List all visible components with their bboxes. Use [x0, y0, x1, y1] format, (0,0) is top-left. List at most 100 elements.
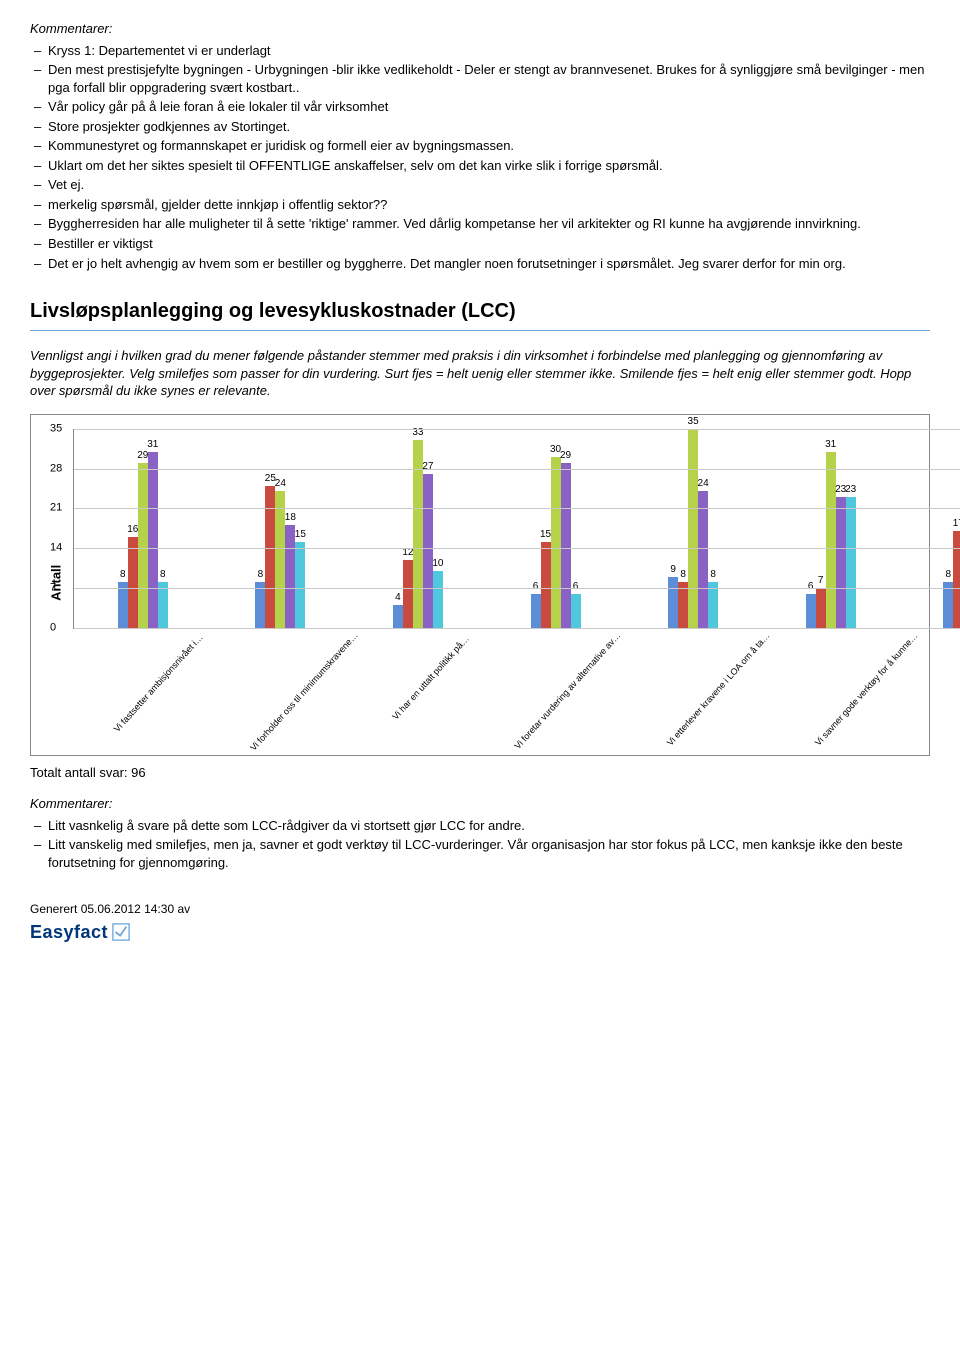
comments-heading-2: Kommentarer:	[30, 795, 930, 813]
bar-value-label: 10	[432, 557, 443, 571]
bar-value-label: 24	[275, 477, 286, 491]
bar: 8	[255, 582, 265, 627]
comment-item: Litt vasnkelig å svare på dette som LCC-…	[30, 817, 930, 835]
bar-value-label: 8	[680, 568, 686, 582]
bar-value-label: 9	[670, 563, 676, 577]
bar-value-label: 8	[160, 568, 166, 582]
comment-item: Kommunestyret og formannskapet er juridi…	[30, 137, 930, 155]
gridline	[74, 548, 960, 549]
bar-value-label: 8	[120, 568, 126, 582]
bar-group: 61530296	[487, 429, 625, 628]
chart-main: 8162931882524181541233271061530296983524…	[73, 423, 960, 743]
gridline	[74, 588, 960, 589]
bar: 31	[148, 452, 158, 628]
bar: 8	[158, 582, 168, 627]
x-tick-label: Vi savner gode verktøy for å kunne…	[812, 630, 960, 814]
bar: 35	[688, 429, 698, 628]
bar-group: 81629318	[74, 429, 212, 628]
gridline	[74, 469, 960, 470]
comment-item: Uklart om det her siktes spesielt til OF…	[30, 157, 930, 175]
bar: 29	[561, 463, 571, 628]
bar: 27	[423, 474, 433, 628]
logo-text: Easyfact	[30, 920, 108, 944]
bar-value-label: 35	[688, 415, 699, 429]
comment-item: merkelig spørsmål, gjelder dette innkjøp…	[30, 196, 930, 214]
bar: 6	[806, 594, 816, 628]
bar: 16	[128, 537, 138, 628]
bar: 6	[571, 594, 581, 628]
chart-container: Antall 816293188252418154123327106153029…	[30, 414, 930, 756]
bar-value-label: 15	[540, 528, 551, 542]
comments-heading: Kommentarer:	[30, 20, 930, 38]
bar-value-label: 18	[285, 511, 296, 525]
y-tick-label: 28	[50, 461, 62, 476]
y-tick-label: 0	[50, 620, 56, 635]
bar: 23	[836, 497, 846, 628]
bar: 4	[393, 605, 403, 628]
section-intro: Vennligst angi i hvilken grad du mener f…	[30, 347, 930, 400]
comment-item: Store prosjekter godkjennes av Stortinge…	[30, 118, 930, 136]
bar-value-label: 17	[953, 517, 960, 531]
bar-value-label: 31	[825, 438, 836, 452]
bar: 25	[265, 486, 275, 628]
bar: 30	[551, 457, 561, 628]
bar-value-label: 6	[573, 580, 579, 594]
y-tick-label: 14	[50, 541, 62, 556]
bar-value-label: 16	[127, 523, 138, 537]
bar-value-label: 7	[818, 574, 824, 588]
bar-value-label: 15	[295, 528, 306, 542]
bar-value-label: 31	[147, 438, 158, 452]
comment-item: Litt vanskelig med smilefjes, men ja, sa…	[30, 836, 930, 871]
bar-value-label: 4	[395, 591, 401, 605]
bar-value-label: 6	[808, 580, 814, 594]
comment-item: Den mest prestisjefylte bygningen - Urby…	[30, 61, 930, 96]
logo-icon	[112, 923, 130, 941]
bar-value-label: 8	[258, 568, 264, 582]
bar: 8	[943, 582, 953, 627]
plot-area: 8162931882524181541233271061530296983524…	[73, 429, 960, 629]
comment-item: Byggherresiden har alle muligheter til å…	[30, 215, 930, 233]
comment-item: Bestiller er viktigst	[30, 235, 930, 253]
bar-group: 82524 18 15	[212, 429, 350, 628]
comment-item: Det er jo helt avhengig av hvem som er b…	[30, 255, 930, 273]
comment-item: Vet ej.	[30, 176, 930, 194]
bar: 6	[531, 594, 541, 628]
y-tick-label: 21	[50, 501, 62, 516]
bar: 8	[678, 582, 688, 627]
bar-value-label: 24	[698, 477, 709, 491]
bar-value-label: 8	[710, 568, 716, 582]
bar-group: 9835248	[624, 429, 762, 628]
x-tick-label: Vi foretar vurdering av alternative av…	[512, 629, 696, 817]
bar-value-label: 23	[845, 483, 856, 497]
bar: 15	[295, 542, 305, 627]
bar: 12	[403, 560, 413, 628]
bar: 8	[708, 582, 718, 627]
comment-item: Vår policy går på å leie foran å eie lok…	[30, 98, 930, 116]
bar: 24	[698, 491, 708, 627]
comment-item: Kryss 1: Departementet vi er underlagt	[30, 42, 930, 60]
gridline	[74, 628, 960, 629]
bar-value-label: 27	[422, 460, 433, 474]
section-underline	[30, 329, 930, 331]
bar-group: 817272316	[899, 429, 960, 628]
bar: 7	[816, 588, 826, 628]
bar: 23	[846, 497, 856, 628]
bar: 9	[668, 577, 678, 628]
bar-value-label: 6	[533, 580, 539, 594]
gridline	[74, 429, 960, 430]
comments-list-2: Litt vasnkelig å svare på dette som LCC-…	[30, 817, 930, 872]
y-tick-label: 7	[50, 581, 56, 596]
bar: 31	[826, 452, 836, 628]
logo-row: Easyfact	[30, 920, 930, 944]
bar: 8	[118, 582, 128, 627]
x-tick-label: Vi etterlever kravene i LOA om å ta…	[664, 630, 845, 814]
bar: 10	[433, 571, 443, 628]
bar-group: 412332710	[349, 429, 487, 628]
x-axis-labels: Vi fastsetter ambisjonsnivået i…Vi forho…	[73, 633, 960, 743]
bar: 29	[138, 463, 148, 628]
gridline	[74, 508, 960, 509]
comments-list-1: Kryss 1: Departementet vi er underlagtDe…	[30, 42, 930, 273]
y-tick-label: 35	[50, 421, 62, 436]
bars-row: 8162931882524181541233271061530296983524…	[74, 429, 960, 628]
bar-value-label: 8	[945, 568, 951, 582]
